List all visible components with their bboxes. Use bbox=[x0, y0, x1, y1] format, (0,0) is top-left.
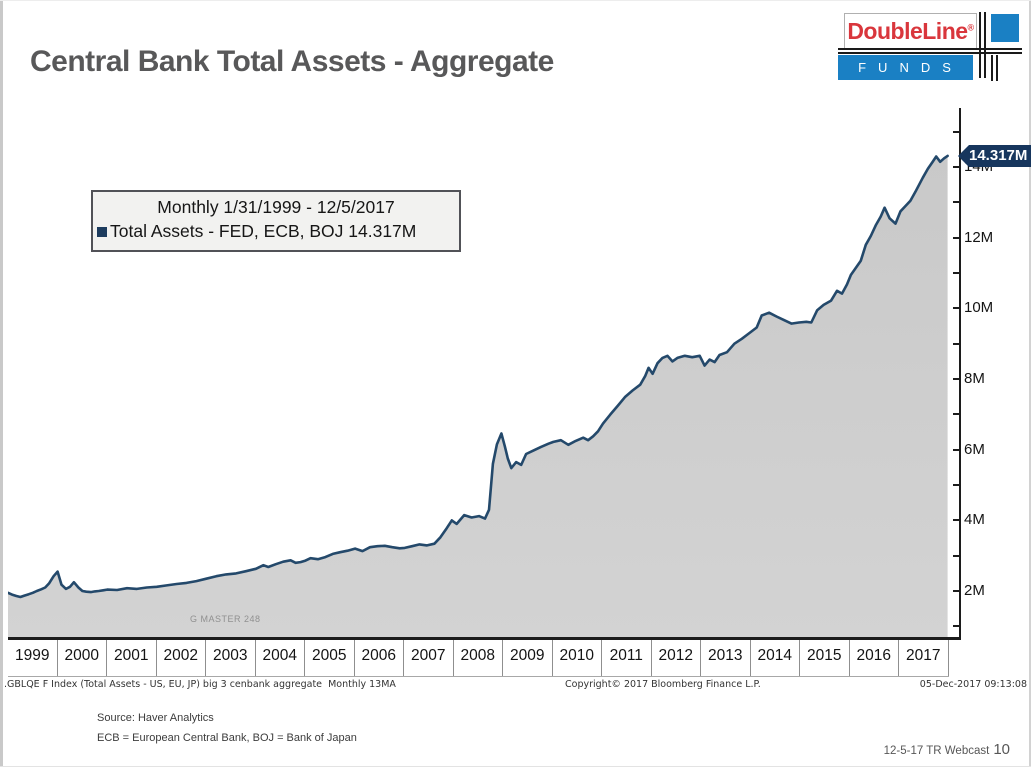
logo-double-line-vertical-2 bbox=[984, 12, 986, 78]
x-axis-year-label: 2011 bbox=[602, 640, 652, 676]
x-axis-year-label: 2003 bbox=[206, 640, 256, 676]
y-axis-tick bbox=[953, 130, 960, 133]
x-axis-year-label: 2002 bbox=[157, 640, 206, 676]
x-axis-year-label: 2001 bbox=[107, 640, 157, 676]
bloomberg-timestamp: 05-Dec-2017 09:13:08 bbox=[919, 679, 1027, 690]
x-axis-year-label: 2015 bbox=[800, 640, 850, 676]
logo-double-line-vertical-1 bbox=[979, 12, 981, 78]
legend-date-range: Monthly 1/31/1999 - 12/5/2017 bbox=[157, 197, 395, 217]
x-axis-year-label: 2000 bbox=[58, 640, 107, 676]
y-axis-tick bbox=[953, 342, 960, 345]
x-axis-year-label: 2009 bbox=[503, 640, 553, 676]
legend-series-row: Total Assets - FED, ECB, BOJ 14.317M bbox=[93, 221, 459, 242]
y-axis-tick bbox=[953, 519, 960, 522]
x-axis-year-label: 2005 bbox=[305, 640, 355, 676]
y-axis-tick bbox=[953, 590, 960, 592]
logo-double-line-vertical-4 bbox=[996, 55, 998, 81]
series-area-fill bbox=[8, 155, 948, 638]
y-axis-tick bbox=[953, 307, 960, 310]
slide-footer: 12-5-17 TR Webcast 10 bbox=[884, 741, 1010, 758]
chart-legend: Monthly 1/31/1999 - 12/5/2017 Total Asse… bbox=[91, 190, 461, 252]
y-axis-tick-label: 2M bbox=[964, 582, 985, 599]
x-axis-year-label: 2016 bbox=[850, 640, 899, 676]
bloomberg-copyright: Copyright© 2017 Bloomberg Finance L.P. bbox=[565, 679, 761, 690]
abbreviation-note: ECB = European Central Bank, BOJ = Bank … bbox=[97, 732, 357, 744]
y-axis-tick-label: 8M bbox=[964, 370, 985, 388]
y-axis-tick-label: 4M bbox=[964, 511, 985, 529]
x-axis-year-label: 2014 bbox=[751, 640, 800, 676]
x-axis-year-label: 1999 bbox=[8, 640, 58, 676]
logo-blue-square bbox=[991, 14, 1019, 42]
y-axis-tick bbox=[953, 554, 960, 557]
registered-trademark-icon: ® bbox=[967, 21, 975, 32]
source-note: Source: Haver Analytics ECB = European C… bbox=[97, 708, 357, 748]
page-title: Central Bank Total Assets - Aggregate bbox=[30, 45, 554, 78]
logo-brand-wordmark: DoubleLine® bbox=[847, 17, 975, 44]
logo-funds-label: FUNDS bbox=[858, 60, 963, 75]
legend-series-label: Total Assets - FED, ECB, BOJ 14.317M bbox=[110, 221, 417, 241]
x-axis-year-label: 2017 bbox=[899, 640, 949, 676]
y-axis-tick bbox=[953, 272, 960, 275]
slide-border-right bbox=[1029, 0, 1031, 767]
doubleline-funds-logo: DoubleLine® FUNDS bbox=[838, 8, 1024, 90]
page-number: 10 bbox=[993, 741, 1010, 758]
y-axis-line bbox=[959, 108, 961, 639]
y-axis-tick-label: 12M bbox=[964, 228, 994, 246]
y-axis-tick bbox=[953, 448, 960, 451]
y-axis-tick bbox=[953, 625, 960, 628]
y-axis-tick bbox=[953, 484, 960, 486]
x-axis-year-band: 1999 2000 2001 2002 2003 2004 2005 2006 2007 2008… bbox=[8, 640, 949, 677]
terminal-watermark: G MASTER 248 bbox=[190, 614, 261, 624]
x-axis-year-label: 2007 bbox=[404, 640, 454, 676]
x-axis-year-label: 2006 bbox=[355, 640, 404, 676]
source-line: Source: Haver Analytics bbox=[97, 712, 214, 724]
x-axis-line bbox=[8, 637, 961, 640]
x-axis-year-label: 2010 bbox=[553, 640, 602, 676]
logo-double-line-horizontal-2 bbox=[838, 52, 1022, 54]
last-value-text: 14.317M bbox=[969, 144, 1031, 167]
slide-border-left bbox=[0, 0, 3, 767]
area-chart-plot bbox=[8, 154, 949, 638]
series-line bbox=[8, 154, 949, 599]
y-axis-tick bbox=[953, 378, 960, 381]
x-axis-year-label: 2008 bbox=[454, 640, 503, 676]
legend-series-swatch-icon bbox=[97, 226, 107, 237]
x-axis-year-label: 2004 bbox=[256, 640, 305, 676]
slide-border-top bbox=[0, 0, 1031, 1]
y-axis-tick bbox=[953, 413, 960, 416]
y-axis-tick bbox=[953, 236, 960, 239]
last-value-callout: 14.317M bbox=[958, 144, 1031, 167]
callout-arrow-icon bbox=[958, 144, 969, 167]
y-axis-tick-label: 10M bbox=[964, 299, 994, 317]
logo-double-line-vertical-3 bbox=[991, 55, 993, 81]
logo-wordmark-box: DoubleLine® bbox=[844, 13, 977, 49]
logo-funds-box: FUNDS bbox=[838, 55, 973, 80]
x-axis-year-label: 2012 bbox=[652, 640, 701, 676]
y-axis-tick bbox=[953, 166, 960, 169]
bloomberg-index-footnote: .GBLQE F Index (Total Assets - US, EU, J… bbox=[4, 679, 396, 690]
x-axis-year-label: 2013 bbox=[701, 640, 751, 676]
y-axis-tick bbox=[953, 201, 960, 204]
logo-double-line-horizontal-1 bbox=[838, 48, 1022, 50]
y-axis-tick-label: 6M bbox=[964, 440, 985, 458]
webcast-label: 12-5-17 TR Webcast bbox=[883, 745, 990, 757]
